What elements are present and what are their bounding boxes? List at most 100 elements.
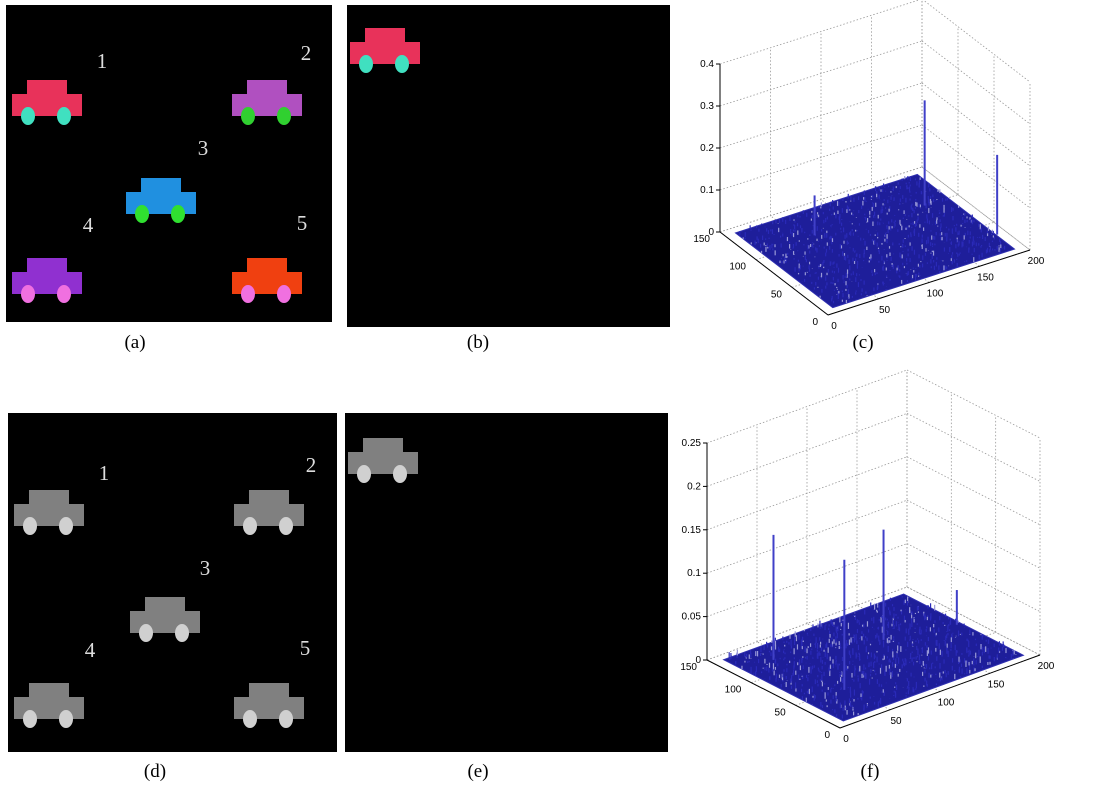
- z-tick-label: 0.1: [700, 185, 714, 196]
- surface: [722, 593, 1025, 722]
- x-tick-label: 100: [927, 289, 944, 300]
- caption: (a): [124, 332, 145, 353]
- grid-line: [706, 586, 908, 661]
- car-cabin: [249, 490, 289, 507]
- y-tick-label: 0: [824, 730, 830, 741]
- car-cabin: [249, 683, 289, 700]
- car-cabin: [247, 80, 287, 97]
- x-tick-label: 100: [938, 698, 955, 709]
- car-wheel: [57, 107, 71, 125]
- grid-line: [719, 166, 923, 233]
- y-tick-label: 150: [680, 662, 697, 673]
- car-number: 4: [85, 638, 96, 662]
- car-wheel: [279, 517, 293, 535]
- x-tick-label: 50: [890, 716, 902, 727]
- car-wheel: [171, 205, 185, 223]
- car-wheel: [277, 285, 291, 303]
- z-tick-label: 0.05: [682, 612, 702, 623]
- car-cabin: [29, 490, 69, 507]
- grid-line: [922, 0, 1031, 83]
- x-tick-label: 200: [1038, 661, 1055, 672]
- car-number: 2: [306, 453, 317, 477]
- x-axis: [827, 249, 1031, 316]
- z-tick-label: 0: [708, 227, 714, 238]
- car-wheel: [59, 710, 73, 728]
- car-cabin: [29, 683, 69, 700]
- car-wheel: [23, 710, 37, 728]
- car-wheel: [23, 517, 37, 535]
- car-wheel: [57, 285, 71, 303]
- grid-line: [906, 369, 1041, 439]
- z-tick-label: 0.15: [682, 525, 702, 536]
- x-tick-label: 0: [831, 321, 837, 332]
- car-wheel: [59, 517, 73, 535]
- x-tick-label: 0: [843, 734, 849, 745]
- z-tick-label: 0: [695, 655, 701, 666]
- car-number: 4: [83, 213, 94, 237]
- car-wheel: [277, 107, 291, 125]
- grid-line: [921, 40, 1031, 125]
- grid-line: [706, 413, 908, 487]
- grid-line: [906, 413, 1041, 482]
- car-wheel: [241, 107, 255, 125]
- y-tick-label: 0: [812, 317, 818, 328]
- y-tick-label: 50: [771, 289, 783, 300]
- caption: (b): [467, 332, 489, 353]
- z-tick-label: 0.25: [682, 438, 702, 449]
- caption: (f): [861, 761, 880, 782]
- y-tick-label: 100: [725, 685, 742, 696]
- car-cabin: [27, 80, 67, 97]
- car-number: 1: [97, 49, 108, 73]
- x-axis: [839, 654, 1041, 729]
- car-number: 1: [99, 461, 110, 485]
- car-wheel: [357, 465, 371, 483]
- y-tick-label: 50: [775, 707, 787, 718]
- car-wheel: [243, 710, 257, 728]
- car-wheel: [139, 624, 153, 642]
- car-wheel: [243, 517, 257, 535]
- x-tick-label: 150: [977, 272, 994, 283]
- car-wheel: [241, 285, 255, 303]
- grid-line: [921, 82, 1031, 167]
- grid-line: [906, 456, 1041, 526]
- grid-line: [706, 499, 908, 574]
- y-tick-label: 150: [693, 234, 710, 245]
- car-wheel: [21, 107, 35, 125]
- car-cabin: [145, 597, 185, 614]
- car-cabin: [27, 258, 67, 275]
- car-wheel: [279, 710, 293, 728]
- car-number: 5: [300, 636, 311, 660]
- caption: (e): [467, 761, 488, 782]
- x-tick-label: 150: [988, 679, 1005, 690]
- car-wheel: [135, 205, 149, 223]
- y-axis: [706, 659, 841, 729]
- car-wheel: [393, 465, 407, 483]
- caption: (d): [144, 761, 166, 782]
- car-number: 3: [200, 556, 211, 580]
- grid-line: [706, 369, 908, 444]
- car-number: 3: [198, 136, 209, 160]
- z-tick-label: 0.3: [700, 101, 714, 112]
- z-tick-label: 0.2: [687, 481, 701, 492]
- z-tick-label: 0.1: [687, 568, 701, 579]
- car-wheel: [359, 55, 373, 73]
- car-number: 2: [301, 41, 312, 65]
- grid-line: [906, 543, 1041, 612]
- car-wheel: [175, 624, 189, 642]
- grid-line: [719, 0, 921, 65]
- caption: (c): [852, 332, 873, 353]
- z-tick-label: 0.4: [700, 59, 714, 70]
- car-cabin: [365, 28, 405, 45]
- grid-line: [906, 499, 1041, 569]
- car-cabin: [363, 438, 403, 455]
- car-wheel: [21, 285, 35, 303]
- grid-line: [906, 586, 1041, 656]
- x-tick-label: 50: [879, 305, 891, 316]
- car-cabin: [247, 258, 287, 275]
- car-wheel: [395, 55, 409, 73]
- car-number: 5: [297, 211, 308, 235]
- y-tick-label: 100: [729, 262, 746, 273]
- car-cabin: [141, 178, 181, 195]
- x-tick-label: 200: [1028, 256, 1045, 267]
